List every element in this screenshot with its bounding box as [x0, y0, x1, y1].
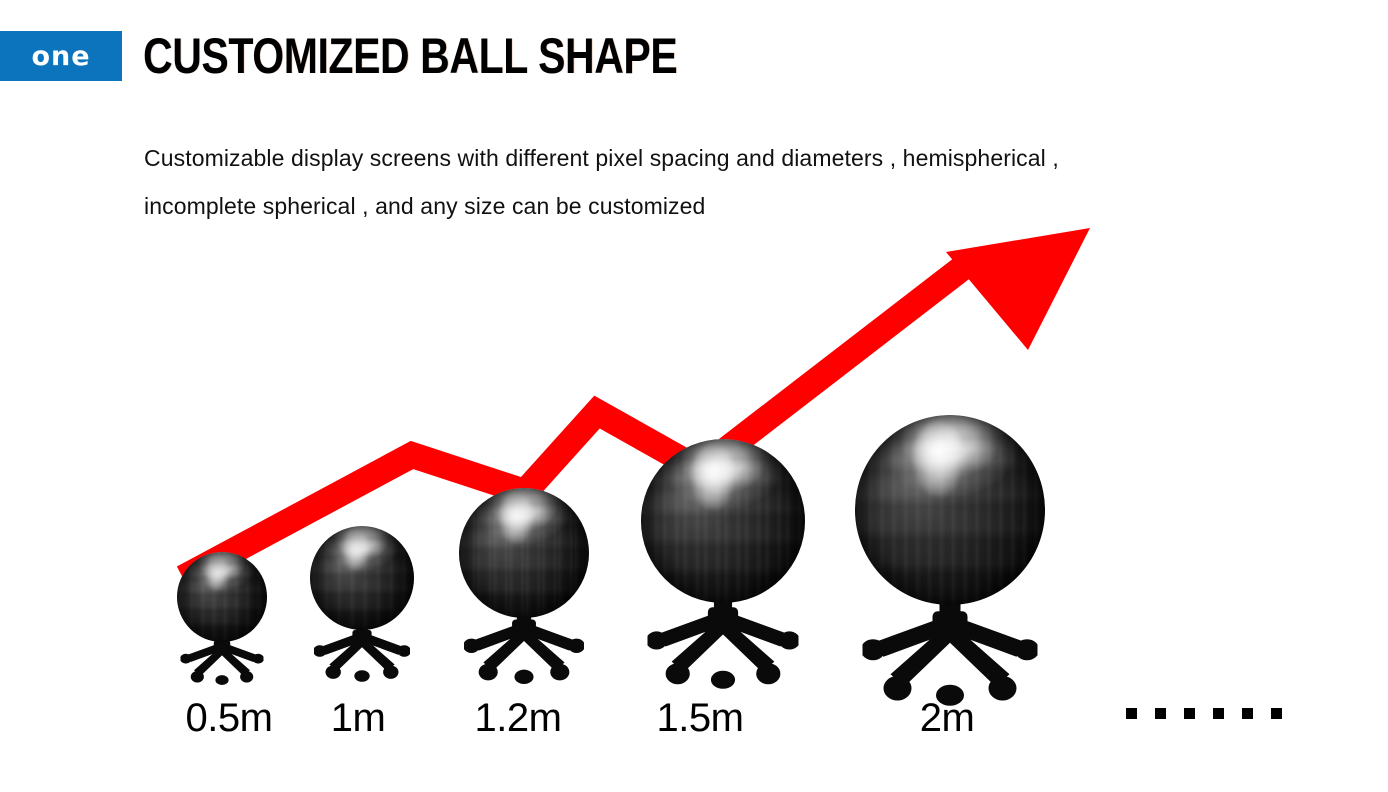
- sphere-bands: [177, 552, 267, 642]
- section-number-badge: one: [0, 31, 122, 81]
- caster-stand: [180, 634, 264, 690]
- ball-size-label: 1m: [330, 696, 386, 740]
- sphere-bands: [310, 526, 414, 630]
- sphere-gores: [310, 526, 414, 630]
- sphere-rim-shading: [855, 415, 1045, 605]
- page-title: CUSTOMIZED BALL SHAPE: [143, 28, 678, 84]
- caster-stand: [463, 610, 585, 689]
- sphere-gores: [177, 552, 267, 642]
- led-sphere: [459, 488, 589, 618]
- ellipsis-dot: [1242, 708, 1253, 719]
- ellipsis-dot: [1155, 708, 1166, 719]
- led-sphere: [641, 439, 805, 603]
- ellipsis-dot: [1126, 708, 1137, 719]
- caster-stand: [645, 595, 801, 694]
- sphere-highlight: [498, 491, 535, 544]
- caster-stand: [860, 597, 1040, 711]
- ball-size-label: 1.5m: [656, 696, 744, 740]
- ellipsis-dot: [1213, 708, 1224, 719]
- sphere-highlight: [341, 529, 371, 571]
- sphere-gores: [459, 488, 589, 618]
- sphere-rim-shading: [459, 488, 589, 618]
- ball-size-label: 2m: [919, 696, 975, 740]
- ellipsis-indicator: [1126, 708, 1282, 719]
- sphere-highlight: [204, 554, 230, 591]
- sphere-highlight: [912, 420, 966, 497]
- sphere-rim-shading: [177, 552, 267, 642]
- caster-stand: [313, 622, 411, 687]
- ball-size-label: 1.2m: [474, 696, 562, 740]
- description-block: Customizable display screens with differ…: [144, 134, 1324, 230]
- led-sphere: [310, 526, 414, 630]
- sphere-rim-shading: [310, 526, 414, 630]
- growth-arrow-head: [946, 228, 1090, 350]
- sphere-bands: [855, 415, 1045, 605]
- ball-size-label: 0.5m: [185, 696, 273, 740]
- growth-arrow-line: [176, 251, 978, 590]
- ellipsis-dot: [1271, 708, 1282, 719]
- ellipsis-dot: [1184, 708, 1195, 719]
- sphere-bands: [459, 488, 589, 618]
- section-number-label: one: [31, 40, 91, 72]
- description-line-1: Customizable display screens with differ…: [144, 145, 1059, 171]
- led-sphere: [855, 415, 1045, 605]
- sphere-rim-shading: [641, 439, 805, 603]
- description-line-2: incomplete spherical , and any size can …: [144, 193, 706, 219]
- sphere-gores: [641, 439, 805, 603]
- led-sphere: [177, 552, 267, 642]
- sphere-highlight: [690, 443, 737, 510]
- sphere-bands: [641, 439, 805, 603]
- sphere-gores: [855, 415, 1045, 605]
- slide-header: one CUSTOMIZED BALL SHAPE: [0, 22, 1388, 90]
